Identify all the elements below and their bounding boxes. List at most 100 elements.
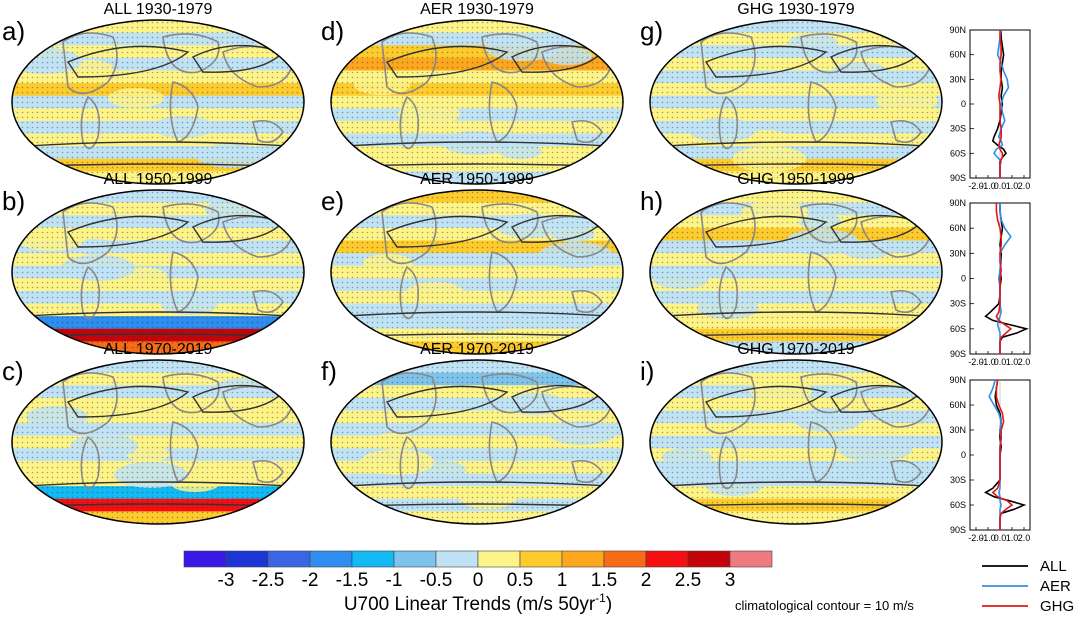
x-tick-label: 2.0 — [1018, 181, 1031, 191]
y-tick-label: 90N — [949, 198, 966, 208]
y-tick-label: 90S — [950, 349, 966, 359]
map-label: c) — [2, 356, 24, 386]
coastline — [890, 459, 922, 483]
map-panel-ghg-1950-1999: GHG 1950-1999 h) — [640, 171, 943, 355]
coastline — [571, 119, 603, 143]
climatology-contour — [66, 215, 190, 248]
colorbar-tick-label: -2.5 — [252, 570, 285, 591]
map-panel-all-1950-1999: ALL 1950-1999 b) — [2, 171, 305, 355]
profile-panel-1930-1979: 90N 60N 30N 0 30S 60S 90S-2.0-1.00.0 1.0 2.0 — [949, 25, 1031, 191]
significance-stippling — [331, 360, 623, 524]
climatology-contour — [385, 45, 509, 78]
coastline — [800, 33, 858, 74]
colorbar-swatch — [267, 550, 311, 568]
colorbar-tick-label: 1.5 — [591, 570, 617, 591]
map-field — [650, 20, 942, 184]
colorbar-tick-label: 3 — [725, 570, 736, 591]
coastline — [399, 435, 420, 490]
map-panel-ghg-1930-1979: GHG 1930-1979 g) — [640, 1, 943, 185]
coastline — [890, 119, 922, 143]
coastline — [800, 373, 858, 414]
climatology-contour — [11, 141, 304, 148]
map-panel-ghg-1970-2019: GHG 1970-2019 i) — [640, 341, 943, 525]
colorbar-swatch — [603, 550, 647, 568]
colorbar-title-end: ) — [606, 594, 612, 615]
legend-label-aer: AER — [1040, 578, 1071, 595]
colorbar-tick-label: -1.5 — [336, 570, 369, 591]
climatology-contour — [704, 215, 828, 248]
coastline — [252, 289, 284, 313]
map-border — [649, 19, 943, 185]
coastline — [252, 459, 284, 483]
y-tick-label: 60N — [949, 223, 966, 233]
coastline — [571, 289, 603, 313]
map-panels: ALL 1930-1979 a) ALL 1950-1999 b) ALL 1970-2… — [2, 1, 943, 525]
map-border — [330, 19, 624, 185]
coastline — [488, 421, 518, 483]
map-field — [331, 360, 623, 524]
x-tick-label: -2.0 — [968, 181, 984, 191]
coastline — [481, 373, 539, 414]
colorbar-title: U700 Linear Trends (m/s 50yr-1) — [344, 591, 612, 615]
map-label: g) — [640, 16, 663, 46]
climatology-contour — [650, 311, 942, 318]
map-panel-all-1970-2019: ALL 1970-2019 c) — [2, 341, 305, 525]
y-tick-label: 60S — [950, 500, 966, 510]
y-tick-label: 30N — [949, 425, 966, 435]
colorbar-swatch — [351, 550, 395, 568]
map-label: a) — [2, 16, 25, 46]
colorbar-title-superscript: -1 — [595, 591, 606, 605]
coastline — [807, 81, 837, 143]
significance-stippling — [331, 20, 623, 184]
colorbar-tick-label: -3 — [218, 570, 235, 591]
map-title: AER 1950-1999 — [420, 171, 534, 188]
y-tick-label: 90N — [949, 25, 966, 35]
colorbar-swatch — [435, 550, 479, 568]
significance-stippling — [331, 190, 623, 354]
colorbar-swatch — [393, 550, 437, 568]
x-tick-label: -1.0 — [980, 533, 996, 543]
coastline — [381, 32, 437, 95]
climatology-contour — [331, 141, 623, 148]
x-tick-label: 0.0 — [994, 357, 1007, 367]
coastline — [252, 119, 284, 143]
coastline — [169, 81, 199, 143]
colorbar-tick-label: 2 — [641, 570, 652, 591]
map-field — [11, 360, 304, 525]
coastline — [62, 202, 118, 265]
y-tick-label: 0 — [961, 274, 966, 284]
coastline — [80, 265, 101, 320]
map-panel-aer-1970-2019: AER 1970-2019 f) — [321, 341, 624, 525]
map-field — [650, 190, 942, 354]
map-title: ALL 1950-1999 — [104, 171, 213, 188]
climatology-contour — [331, 481, 623, 488]
profile-panel-1950-1999: 90N 60N 30N 0 30S 60S 90S-2.0-1.00.0 1.0 2.0 — [949, 198, 1031, 367]
map-label: f) — [321, 356, 337, 386]
colorbar: -3 -2.5 -2 -1.5 -1 -0.5 0 0.5 1 1.5 2 2.5 3 — [183, 550, 773, 591]
x-tick-label: 1.0 — [1006, 181, 1019, 191]
coastline — [700, 202, 756, 265]
colorbar-tick-label: 0.5 — [507, 570, 533, 591]
map-border — [649, 359, 943, 525]
map-label: h) — [640, 186, 663, 216]
climatology-contour — [11, 311, 304, 318]
y-tick-label: 30N — [949, 74, 966, 84]
colorbar-swatch — [729, 550, 773, 568]
map-border — [330, 189, 624, 355]
colorbar-title-main: U700 Linear Trends (m/s 50yr — [344, 594, 596, 615]
y-tick-label: 30S — [950, 475, 966, 485]
legend-label-ghg: GHG — [1040, 598, 1074, 615]
map-title: ALL 1930-1979 — [104, 1, 213, 18]
significance-stippling — [12, 190, 304, 354]
y-tick-label: 30S — [950, 124, 966, 134]
coastline — [62, 32, 118, 95]
coastline — [800, 203, 858, 244]
climatology-contour — [11, 481, 304, 488]
climatology-contour — [66, 45, 190, 78]
coastline — [890, 289, 922, 313]
coastline — [162, 373, 220, 414]
climatology-contour — [704, 385, 828, 418]
y-tick-label: 90S — [950, 525, 966, 535]
climatology-contour — [385, 215, 509, 248]
